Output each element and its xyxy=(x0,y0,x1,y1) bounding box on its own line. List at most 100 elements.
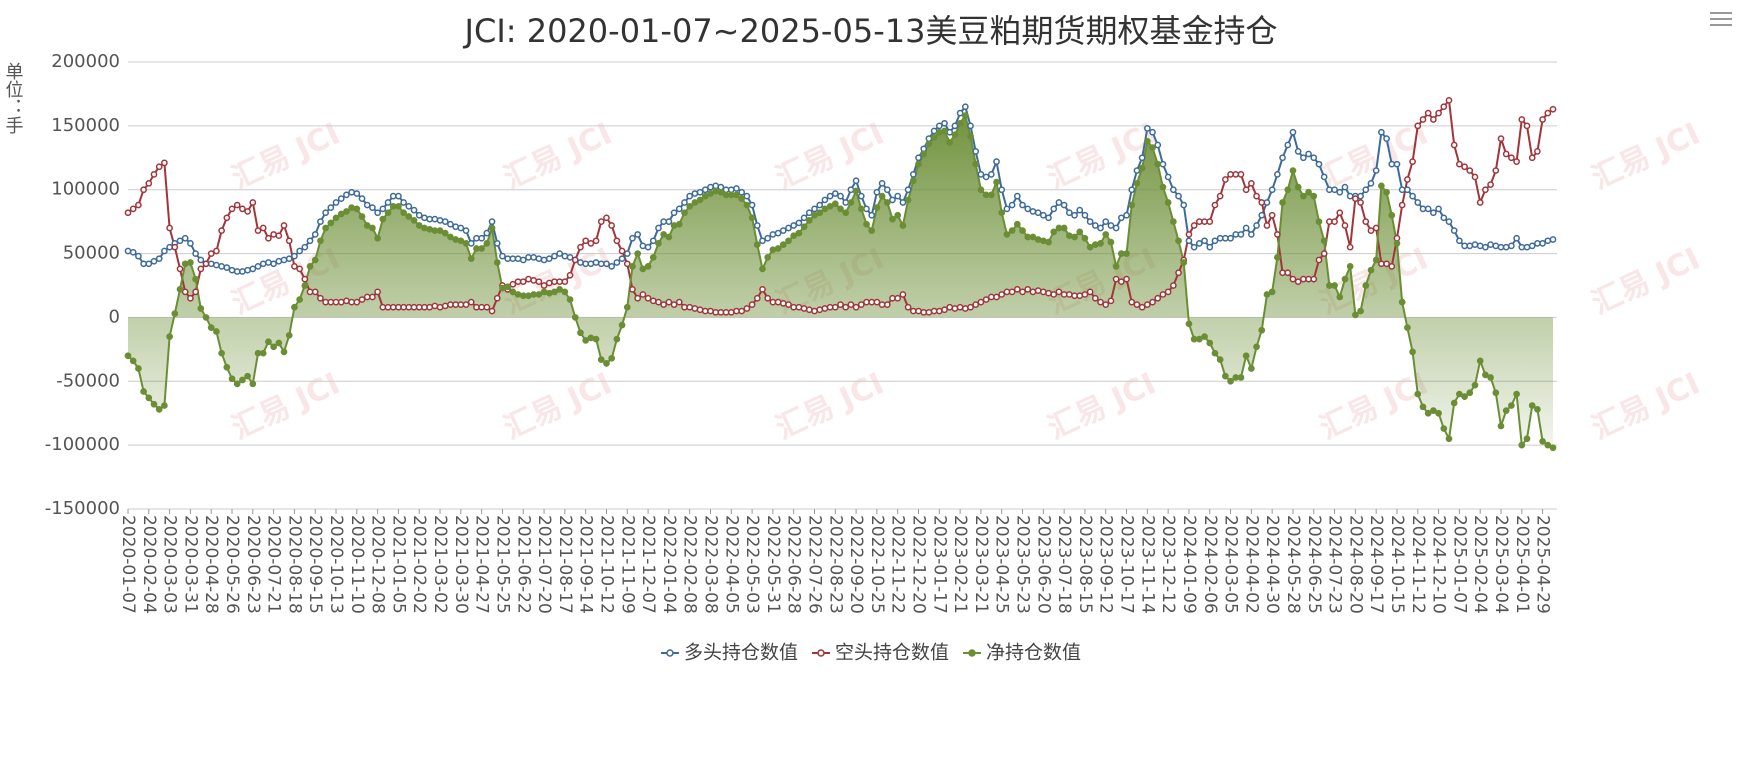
data-point xyxy=(254,349,262,357)
data-point xyxy=(972,160,980,168)
data-point xyxy=(1331,186,1338,194)
data-point xyxy=(535,278,543,286)
data-point xyxy=(566,254,574,261)
data-point xyxy=(1008,288,1016,296)
data-point xyxy=(842,209,850,217)
data-point xyxy=(1367,179,1375,187)
data-point xyxy=(1476,199,1484,206)
data-point xyxy=(155,163,163,171)
data-point xyxy=(1164,288,1172,296)
data-point xyxy=(733,185,740,192)
legend-item[interactable]: 净持仓数值 xyxy=(963,642,1081,664)
data-point xyxy=(1216,356,1224,363)
data-point xyxy=(608,262,616,270)
data-point xyxy=(899,199,907,206)
data-point xyxy=(265,234,272,242)
data-point xyxy=(644,262,652,270)
data-point xyxy=(1076,292,1084,300)
data-point xyxy=(306,288,314,296)
x-tick-label: 2021-07-20 xyxy=(534,515,554,614)
data-point xyxy=(467,255,475,263)
data-point xyxy=(1112,262,1120,270)
data-point xyxy=(1107,297,1115,305)
data-point xyxy=(587,334,595,342)
data-point xyxy=(1461,242,1468,250)
data-point xyxy=(1466,167,1474,174)
x-tick-label: 2022-10-25 xyxy=(867,515,887,614)
data-point xyxy=(1492,167,1500,174)
data-point xyxy=(883,199,891,206)
data-point xyxy=(1279,269,1286,277)
data-point xyxy=(545,255,553,263)
data-point xyxy=(410,217,418,224)
data-point xyxy=(1336,188,1344,196)
legend-marker xyxy=(817,649,825,657)
data-point xyxy=(1331,218,1338,225)
x-tick-label: 2023-12-12 xyxy=(1158,515,1178,614)
data-point xyxy=(1180,201,1188,209)
data-point xyxy=(421,224,428,232)
data-point xyxy=(166,224,173,232)
data-point xyxy=(348,188,355,196)
data-point xyxy=(764,254,772,261)
data-point xyxy=(530,277,538,284)
data-point xyxy=(712,187,720,195)
data-point xyxy=(1284,141,1292,149)
data-point xyxy=(655,240,662,247)
x-tick-label: 2023-01-17 xyxy=(929,515,949,614)
data-point xyxy=(977,171,985,178)
data-point xyxy=(332,214,340,222)
x-tick-label: 2020-04-28 xyxy=(201,515,221,614)
data-point xyxy=(1024,205,1032,213)
data-point xyxy=(1372,256,1380,264)
data-point xyxy=(1248,365,1255,372)
data-point xyxy=(1435,409,1442,417)
data-point xyxy=(920,150,928,158)
data-point xyxy=(1076,228,1084,236)
data-point xyxy=(1450,227,1458,234)
data-point xyxy=(1034,209,1042,217)
data-point xyxy=(291,303,298,311)
legend-item[interactable]: 空头持仓数值 xyxy=(811,642,949,664)
data-point xyxy=(436,303,444,311)
menu-icon[interactable] xyxy=(1710,12,1732,26)
data-point xyxy=(1232,171,1240,178)
data-point xyxy=(525,275,532,283)
data-point xyxy=(1393,160,1401,168)
x-tick-label: 2025-01-07 xyxy=(1449,515,1469,614)
legend-item[interactable]: 多头持仓数值 xyxy=(660,642,798,664)
data-point xyxy=(649,254,657,261)
data-point xyxy=(1039,288,1047,296)
data-point xyxy=(665,233,673,241)
data-point xyxy=(660,301,668,309)
data-point xyxy=(665,218,673,225)
data-point xyxy=(483,229,491,237)
data-point xyxy=(1071,292,1078,300)
data-point xyxy=(1112,275,1120,283)
x-tick-label: 2024-07-23 xyxy=(1325,515,1345,614)
y-tick-label: 0 xyxy=(109,306,120,327)
data-point xyxy=(400,303,407,311)
data-point xyxy=(1274,171,1281,178)
data-point xyxy=(1263,222,1271,229)
data-point xyxy=(311,256,319,264)
x-tick-label: 2021-08-17 xyxy=(555,515,575,614)
x-tick-label: 2020-03-03 xyxy=(160,515,180,614)
data-point xyxy=(769,246,777,254)
data-point xyxy=(1128,186,1136,194)
data-point xyxy=(207,250,215,257)
data-point xyxy=(1003,288,1011,296)
data-point xyxy=(1237,231,1245,238)
data-point xyxy=(1143,301,1151,309)
data-point xyxy=(1003,205,1011,213)
data-point xyxy=(1492,389,1500,397)
data-point xyxy=(1383,188,1390,196)
data-point xyxy=(1206,339,1214,347)
data-point xyxy=(1508,154,1515,162)
data-point xyxy=(1346,192,1354,200)
data-point xyxy=(436,227,444,234)
data-point xyxy=(1294,148,1302,155)
data-point xyxy=(343,208,350,215)
data-point xyxy=(857,192,865,200)
data-point xyxy=(587,260,595,268)
